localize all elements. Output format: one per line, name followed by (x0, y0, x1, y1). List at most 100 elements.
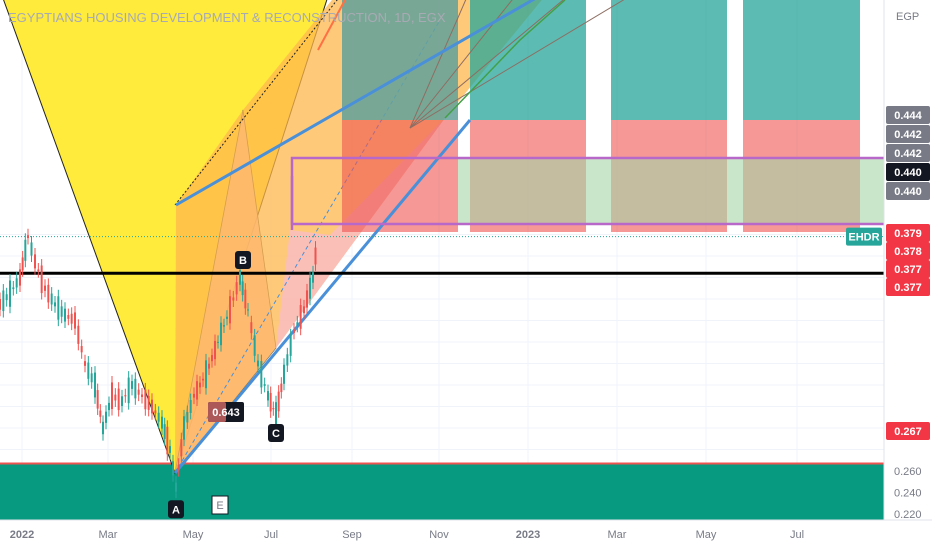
pattern-dotted-line (174, 0, 338, 206)
candle-body (96, 390, 99, 409)
entry-zone (458, 158, 884, 224)
candle-body (217, 341, 219, 343)
pattern-point-B-badge (235, 250, 251, 269)
symbol-badge (846, 227, 882, 246)
candle-body (269, 392, 272, 412)
candle-body (208, 363, 210, 369)
fan-line-3 (409, 0, 625, 129)
candle-body (37, 269, 40, 272)
forecast-path (444, 0, 566, 119)
candle-body (277, 391, 280, 412)
pattern-point-C-badge (268, 423, 284, 442)
candle-body (131, 381, 133, 389)
price-label-badge-9 (886, 422, 930, 440)
price-label-badge-2 (886, 144, 930, 162)
candle-body (21, 257, 24, 271)
candle-body (80, 346, 83, 353)
candle-body (205, 360, 207, 389)
candle-body (94, 372, 96, 398)
candle-body (64, 308, 66, 322)
candle-body (47, 284, 50, 303)
candle-body (244, 289, 247, 309)
y-tick-1: 0.240 (894, 488, 922, 500)
candle-body (220, 322, 222, 346)
x-tick-7: Mar (608, 529, 627, 541)
candle-body (114, 394, 117, 401)
candle-body (293, 329, 295, 333)
candle-body (19, 269, 21, 286)
price-label-badge-5 (886, 224, 930, 242)
price-label-badge-8 (886, 278, 930, 296)
candle-body (189, 400, 192, 413)
candle-body (175, 482, 177, 492)
level-line-0-379 (290, 176, 884, 226)
e-marker-label: E (216, 500, 223, 512)
candle-body (289, 335, 292, 356)
candle-body (226, 316, 228, 319)
candle-body (12, 287, 15, 290)
candle-body (111, 382, 113, 410)
pattern-projection (175, 0, 542, 473)
candle-body (306, 290, 308, 308)
candle-body (57, 296, 60, 320)
pattern-point-A-badge (168, 500, 184, 519)
candle-body (154, 410, 157, 414)
x-tick-8: May (696, 529, 717, 541)
candle-body (157, 412, 160, 422)
price-axis-currency: EGP (896, 11, 919, 23)
fan-line-2 (409, 0, 564, 129)
candle-body (147, 395, 150, 410)
price-label-badge-7 (886, 260, 930, 278)
pattern-point-B: B (239, 255, 247, 267)
candle-body (166, 426, 169, 455)
price-label-9: 0.267 (894, 426, 922, 438)
target-box-profit-2 (611, 0, 727, 120)
price-label-2: 0.442 (894, 148, 922, 160)
candle-body (260, 361, 263, 388)
x-tick-6: 2023 (516, 529, 540, 541)
x-tick-3: Jul (264, 529, 278, 541)
candle-body (117, 388, 120, 411)
price-label-badge-0 (886, 106, 930, 124)
candle-body (239, 270, 241, 285)
y-tick-0: 0.220 (894, 509, 922, 521)
fan-line-1 (409, 0, 513, 129)
pattern-point-C: C (272, 428, 280, 440)
candle-body (105, 411, 107, 423)
price-label-5: 0.379 (894, 228, 922, 240)
candle-body (60, 306, 63, 317)
price-label-3: 0.440 (894, 167, 922, 179)
candle-body (312, 272, 314, 283)
candle-body (144, 389, 147, 410)
candle-body (223, 325, 225, 327)
y-tick-2: 0.260 (894, 466, 922, 478)
candle-body (27, 235, 29, 239)
candle-body (121, 396, 123, 406)
candle-body (77, 325, 80, 344)
ratio-label: 0.643 (212, 407, 240, 419)
price-label-1: 0.442 (894, 129, 922, 141)
candle-body (54, 302, 56, 307)
candle-body (134, 378, 137, 399)
candle-body (141, 394, 143, 398)
candle-body (211, 355, 213, 362)
price-label-8: 0.377 (894, 282, 922, 294)
candle-body (108, 402, 110, 411)
candle-body (314, 247, 317, 265)
candle-body (172, 461, 174, 476)
candle-body (232, 297, 235, 301)
candle-body (283, 364, 285, 384)
candle-body (253, 335, 256, 356)
candle-body (180, 439, 183, 457)
candle-body (99, 410, 102, 417)
candle-body (87, 362, 90, 379)
candle-body (177, 464, 180, 471)
chart-title: EGYPTIANS HOUSING DEVELOPMENT & RECONSTR… (8, 10, 446, 25)
candle-body (15, 278, 18, 288)
channel-upper-line (175, 0, 536, 207)
x-tick-9: Jul (790, 529, 804, 541)
candle-body (303, 306, 305, 314)
symbol-label: EHDR (848, 232, 879, 244)
candle-body (299, 305, 302, 329)
